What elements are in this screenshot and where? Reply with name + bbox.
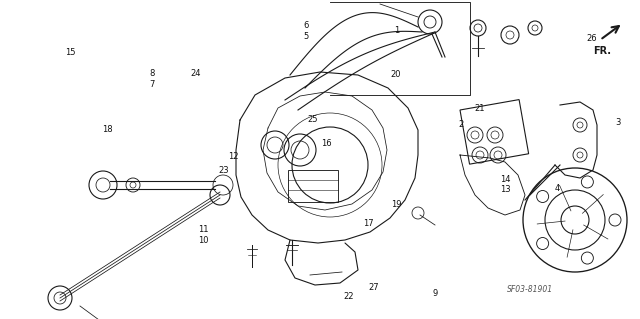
Text: 13: 13: [500, 185, 511, 194]
Text: 18: 18: [102, 125, 113, 134]
Text: 27: 27: [369, 283, 379, 292]
Text: 24: 24: [190, 69, 200, 78]
Text: 4: 4: [554, 184, 559, 193]
Text: 23: 23: [219, 166, 229, 175]
Text: 22: 22: [344, 292, 354, 301]
Text: 1: 1: [394, 26, 399, 35]
Text: 19: 19: [392, 200, 402, 209]
Text: 3: 3: [615, 118, 620, 127]
Text: 17: 17: [363, 219, 373, 228]
Text: 25: 25: [307, 115, 317, 124]
Text: 5: 5: [303, 32, 308, 41]
Text: 10: 10: [198, 236, 209, 245]
Text: 16: 16: [321, 139, 332, 148]
Text: 7: 7: [149, 80, 154, 89]
Text: 2: 2: [458, 120, 463, 129]
Text: 8: 8: [149, 69, 154, 78]
Text: 21: 21: [475, 104, 485, 113]
Text: 11: 11: [198, 225, 209, 234]
Text: 14: 14: [500, 175, 511, 184]
Bar: [460, 100, 529, 164]
Text: SF03-81901: SF03-81901: [507, 286, 553, 294]
Text: 9: 9: [433, 289, 438, 298]
Text: 12: 12: [228, 152, 239, 161]
Text: 20: 20: [390, 70, 401, 79]
Text: 6: 6: [303, 21, 308, 30]
Text: 15: 15: [65, 48, 76, 57]
Text: FR.: FR.: [593, 46, 611, 56]
Text: 26: 26: [587, 34, 597, 43]
Bar: [288, 170, 338, 202]
